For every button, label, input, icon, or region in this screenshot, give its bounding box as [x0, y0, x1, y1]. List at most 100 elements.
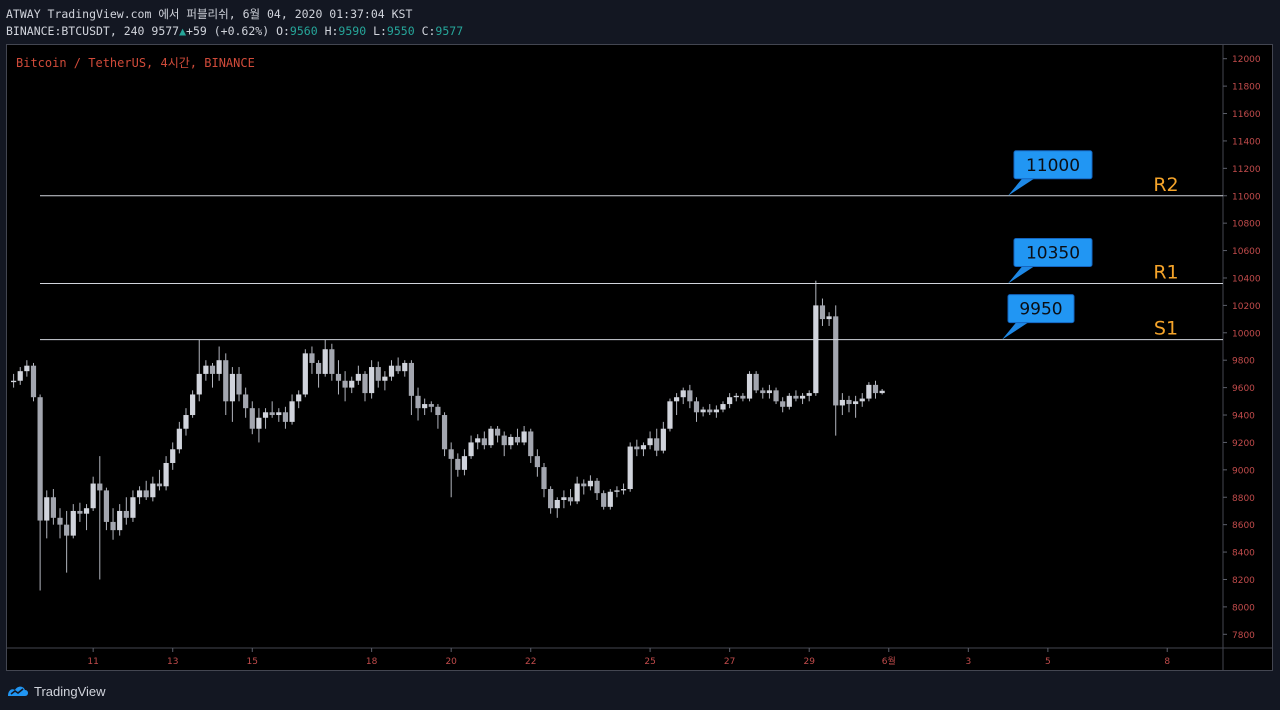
callout-r1: 10350 — [1008, 237, 1093, 284]
candle-body — [30, 365, 37, 398]
candle-body — [229, 373, 235, 402]
chart-panel[interactable]: 12000 11800 11600 11400 11200 11000 10800 10600… — [6, 44, 1273, 671]
callout-pointer — [1008, 266, 1034, 284]
candle-body — [819, 305, 826, 320]
candle-body — [309, 353, 315, 363]
candle-body — [130, 497, 136, 518]
candle-body — [402, 362, 408, 372]
candle-body — [813, 305, 819, 394]
candle-body — [601, 493, 607, 507]
candle-body — [170, 449, 176, 463]
callout-s1: 9950 — [1002, 294, 1075, 340]
y-tick-label: 10200 — [1232, 302, 1261, 312]
y-tick-label: 9000 — [1232, 466, 1255, 476]
candle-body — [83, 508, 90, 514]
candle-body — [700, 409, 706, 413]
candle-body — [799, 395, 806, 399]
candle-body — [806, 393, 812, 396]
candle-body — [620, 489, 627, 491]
candle-body — [866, 384, 872, 399]
y-tick-label: 9400 — [1232, 412, 1255, 422]
candle-body — [780, 401, 786, 407]
callout-r2: 11000 — [1008, 150, 1093, 196]
candle-body — [408, 362, 414, 396]
candle-body — [203, 365, 209, 374]
price-change: +59 (+0.62%) — [186, 24, 270, 38]
x-tick-label: 25 — [644, 657, 655, 667]
candle-body — [680, 390, 686, 398]
candle-body — [435, 406, 441, 416]
candle-body — [693, 401, 700, 413]
y-tick-label: 11800 — [1232, 83, 1261, 93]
low-value: 9550 — [386, 24, 415, 38]
y-tick-label: 8000 — [1232, 603, 1255, 613]
candle-body — [607, 491, 613, 507]
y-tick-label: 10800 — [1232, 220, 1261, 230]
chart-header: ATWAY TradingView.com 에서 퍼블리쉬, 6월 04, 20… — [6, 6, 463, 40]
candle-body — [833, 316, 839, 406]
candle-body — [488, 428, 494, 446]
up-arrow-icon: ▲ — [179, 24, 187, 38]
candle-body — [216, 360, 222, 374]
candle-body — [475, 438, 481, 443]
candle-body — [720, 404, 726, 410]
candle-body — [727, 397, 733, 405]
x-tick-label: 22 — [525, 657, 536, 667]
candle-body — [143, 490, 149, 498]
candle-body — [355, 373, 361, 381]
candle-body — [97, 483, 103, 491]
candle-body — [44, 497, 50, 521]
candle-body — [11, 380, 17, 383]
candle-body — [441, 415, 448, 450]
callout-box — [1007, 294, 1075, 324]
footer: TradingView — [6, 680, 106, 702]
candle-body — [455, 458, 461, 470]
level-label-s1: S1 — [1154, 318, 1178, 340]
close-value: 9577 — [435, 24, 464, 38]
low-label: L: — [373, 24, 387, 38]
candle-body — [561, 497, 567, 500]
symbol-info: BINANCE:BTCUSDT, 240 9577 — [6, 24, 180, 38]
candle-body — [667, 401, 673, 429]
callout-pointer — [1008, 178, 1034, 196]
y-tick-label: 10600 — [1232, 247, 1261, 257]
callout-box — [1013, 150, 1093, 180]
candle-body — [766, 390, 773, 394]
candle-body — [77, 510, 83, 514]
candle-body — [369, 367, 375, 394]
y-tick-label: 11600 — [1232, 110, 1261, 120]
candle-body — [707, 409, 713, 413]
candle-body — [196, 373, 202, 395]
candle-body — [574, 483, 580, 502]
tradingview-logo-icon[interactable] — [6, 684, 30, 698]
candle-body — [660, 428, 666, 451]
candle-body — [395, 365, 401, 372]
candle-body — [541, 467, 547, 490]
price-chart[interactable]: 12000 11800 11600 11400 11200 11000 10800 10600… — [7, 45, 1272, 670]
candle-body — [587, 480, 594, 487]
candle-body — [548, 489, 554, 509]
candle-body — [90, 483, 96, 509]
candle-body — [528, 431, 534, 457]
candle-body — [289, 401, 295, 422]
open-value: 9560 — [289, 24, 318, 38]
candle-body — [501, 435, 507, 446]
candle-body — [634, 446, 640, 450]
candle-body — [223, 360, 229, 402]
tradingview-brand[interactable]: TradingView — [34, 683, 106, 699]
candle-body — [554, 499, 560, 509]
candle-body — [733, 395, 739, 398]
publish-info: ATWAY TradingView.com 에서 퍼블리쉬, 6월 04, 20… — [6, 7, 413, 21]
x-tick-label: 5 — [1045, 657, 1051, 667]
x-tick-label: 3 — [965, 657, 971, 667]
x-tick-label: 18 — [366, 657, 378, 667]
y-tick-label: 10000 — [1232, 329, 1261, 339]
candle-body — [249, 408, 255, 429]
candle-body — [521, 431, 527, 443]
candle-body — [654, 438, 660, 451]
candle-body — [422, 404, 428, 409]
candle-body — [276, 412, 282, 416]
y-tick-label: 8400 — [1232, 549, 1255, 559]
candle-body — [846, 399, 852, 405]
candle-body — [315, 362, 322, 374]
